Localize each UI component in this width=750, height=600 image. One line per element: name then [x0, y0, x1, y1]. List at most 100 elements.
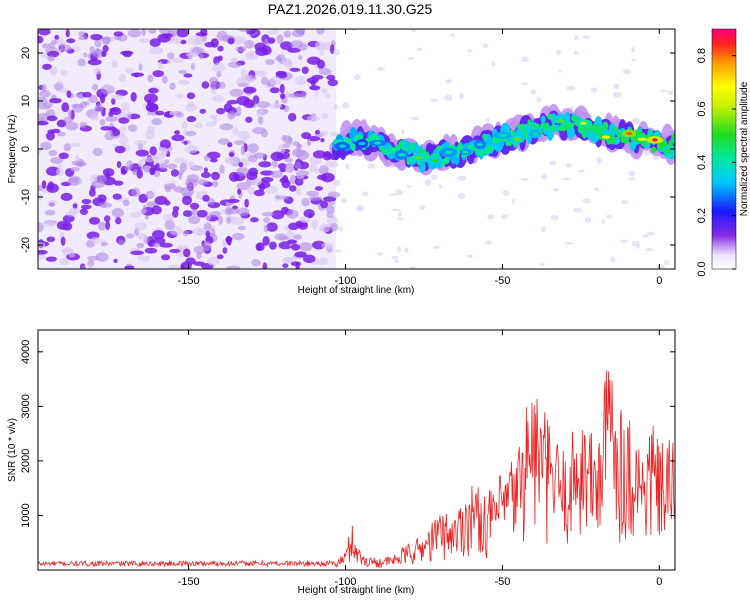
noise-blob: [283, 91, 291, 99]
ridge-cell: [613, 126, 618, 133]
noise-blob: [89, 113, 99, 121]
noise-blob: [203, 167, 208, 173]
faint-blob: [582, 198, 591, 204]
ridge-cell: [488, 145, 495, 151]
noise-blob: [266, 29, 279, 35]
noise-blob: [226, 198, 240, 204]
noise-blob: [263, 224, 269, 233]
noise-blob: [62, 214, 75, 223]
noise-blob: [245, 116, 253, 123]
y-tick-label: 20: [20, 47, 32, 59]
faint-blob: [332, 49, 341, 56]
noise-blob: [137, 233, 147, 241]
ridge-cell: [505, 141, 513, 147]
noise-blob: [204, 41, 216, 48]
noise-blob: [284, 162, 295, 173]
noise-blob: [230, 57, 238, 62]
faint-blob: [338, 226, 344, 232]
x-tick-label: -50: [494, 576, 510, 588]
noise-blob: [161, 254, 171, 261]
noise-blob: [296, 173, 305, 180]
noise-blob: [212, 62, 226, 73]
noise-blob: [56, 167, 64, 177]
ridge-peak: [601, 135, 611, 139]
ridge-peak: [358, 141, 366, 146]
noise-blob: [306, 138, 312, 147]
faint-blob: [632, 58, 636, 62]
noise-blob: [111, 60, 118, 68]
y-tick-label: 1000: [20, 503, 32, 527]
noise-blob: [298, 241, 313, 252]
faint-blob: [333, 179, 341, 186]
ridge-peak: [431, 158, 439, 163]
noise-blob: [317, 59, 325, 69]
noise-blob: [119, 132, 126, 138]
noise-blob: [321, 87, 328, 94]
faint-blob: [501, 214, 508, 219]
noise-blob: [314, 129, 320, 135]
noise-blob: [138, 193, 148, 204]
noise-blob: [157, 33, 171, 43]
faint-blob: [406, 184, 412, 188]
noise-blob: [295, 75, 307, 86]
noise-blob: [256, 242, 265, 251]
noise-blob: [243, 99, 255, 109]
noise-blob: [211, 171, 220, 181]
noise-blob: [224, 207, 233, 216]
noise-blob: [97, 221, 107, 231]
noise-blob: [151, 205, 162, 215]
faint-blob: [582, 35, 590, 39]
noise-blob: [130, 250, 145, 256]
noise-blob: [294, 251, 307, 258]
noise-blob: [119, 135, 129, 146]
noise-blob: [296, 150, 310, 161]
faint-blob: [362, 191, 369, 197]
ridge-cell: [406, 156, 411, 165]
noise-blob: [66, 90, 72, 98]
noise-blob: [218, 81, 226, 89]
noise-blob: [111, 97, 116, 105]
faint-blob: [430, 98, 439, 103]
noise-blob: [185, 257, 196, 265]
noise-blob: [219, 164, 225, 175]
noise-blob: [172, 209, 179, 218]
noise-blob: [229, 88, 244, 97]
noise-blob: [293, 29, 305, 35]
faint-blob: [353, 74, 361, 81]
noise-blob: [137, 159, 144, 168]
faint-blob: [631, 117, 641, 124]
colorbar-label: Normalized spectral amplitude: [739, 81, 750, 216]
noise-blob: [238, 29, 251, 32]
ridge-cell: [664, 148, 671, 154]
noise-blob: [39, 90, 51, 98]
noise-blob: [187, 161, 196, 169]
noise-blob: [144, 93, 158, 104]
noise-blob: [251, 259, 261, 267]
ridge-cell: [518, 123, 527, 132]
y-tick-label: 2000: [20, 449, 32, 473]
noise-blob: [318, 67, 332, 76]
faint-blob: [643, 149, 650, 156]
noise-blob: [295, 187, 302, 196]
noise-blob: [258, 161, 272, 168]
noise-blob: [163, 183, 176, 190]
faint-blob: [642, 234, 648, 238]
x-tick-label: -100: [335, 576, 357, 588]
noise-blob: [134, 222, 148, 231]
noise-blob: [184, 144, 199, 154]
noise-blob: [319, 49, 325, 56]
noise-blob: [114, 145, 126, 154]
snr-plot-area: [38, 330, 675, 570]
noise-blob: [182, 120, 188, 130]
noise-blob: [236, 182, 251, 191]
noise-blob: [262, 235, 270, 246]
noise-blob: [130, 187, 141, 197]
noise-blob: [199, 108, 207, 114]
noise-blob: [183, 73, 193, 78]
noise-blob: [169, 248, 181, 253]
faint-blob: [540, 263, 545, 266]
colorbar-tick-label: 0.6: [696, 101, 708, 116]
noise-blob: [299, 216, 311, 223]
faint-blob: [438, 184, 442, 189]
